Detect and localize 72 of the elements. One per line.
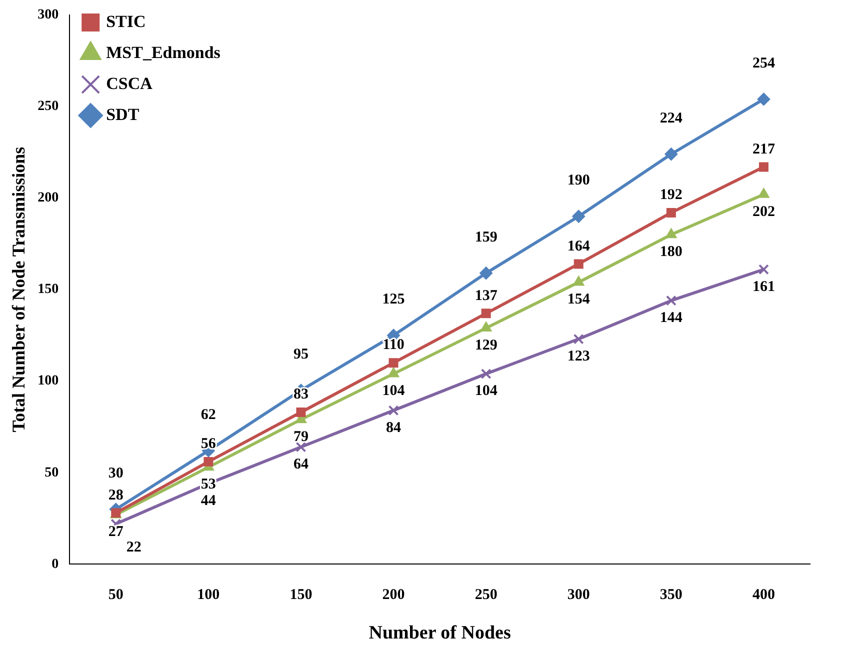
point xyxy=(481,308,491,318)
legend-label: STIC xyxy=(106,12,146,31)
point xyxy=(480,266,493,280)
x-tick-label: 250 xyxy=(474,587,498,604)
x-axis-title: Number of Nodes xyxy=(368,622,511,644)
data-label: 104 xyxy=(382,383,406,400)
legend-label: MST_Edmonds xyxy=(106,42,221,62)
data-label: 254 xyxy=(752,56,776,72)
x-tick-label: 150 xyxy=(290,587,312,604)
point xyxy=(758,188,770,198)
data-label: 137 xyxy=(474,288,498,304)
data-label: 202 xyxy=(752,204,775,220)
y-tick-label: 250 xyxy=(38,99,59,114)
point xyxy=(664,148,678,161)
point xyxy=(204,456,214,466)
data-label: 95 xyxy=(293,346,308,363)
point xyxy=(666,295,676,306)
y-tick-label: 50 xyxy=(44,465,59,480)
point xyxy=(574,259,584,269)
point xyxy=(757,92,770,106)
point xyxy=(388,405,399,416)
point xyxy=(480,322,492,332)
data-label: 27 xyxy=(108,524,124,540)
point xyxy=(572,210,586,223)
data-label: 64 xyxy=(293,456,309,472)
y-tick-label: 300 xyxy=(38,8,59,23)
point xyxy=(388,358,398,368)
data-label: 164 xyxy=(567,238,590,254)
y-tick-label: 150 xyxy=(38,282,59,298)
data-label: 190 xyxy=(567,172,590,189)
y-tick-label: 0 xyxy=(52,556,59,572)
data-label: 104 xyxy=(474,383,498,400)
data-label: 154 xyxy=(567,292,590,308)
data-label: 28 xyxy=(108,487,124,504)
point xyxy=(665,228,677,238)
point xyxy=(666,208,676,218)
x-tick-label: 400 xyxy=(752,587,775,604)
data-label: 217 xyxy=(752,141,776,158)
data-label: 192 xyxy=(660,187,682,204)
legend-label: CSCA xyxy=(106,74,154,93)
y-tick-label: 200 xyxy=(38,190,59,206)
data-label: 84 xyxy=(386,420,402,436)
data-label: 30 xyxy=(108,466,124,482)
data-label: 22 xyxy=(126,539,142,556)
data-label: 161 xyxy=(752,278,775,295)
point xyxy=(296,442,306,452)
data-label: 62 xyxy=(200,407,216,424)
point xyxy=(388,367,400,378)
y-axis-title: Total Number of Node Transmissions xyxy=(8,146,28,432)
data-label: 123 xyxy=(567,348,590,364)
data-label: 129 xyxy=(474,337,498,354)
data-label: 224 xyxy=(660,110,683,127)
data-label: 79 xyxy=(293,428,308,445)
point xyxy=(296,408,306,417)
point xyxy=(480,368,492,380)
point xyxy=(572,276,584,286)
data-label: 125 xyxy=(382,292,405,308)
y-tick-label: 100 xyxy=(38,374,59,389)
x-tick-label: 100 xyxy=(197,587,220,604)
point xyxy=(758,264,769,275)
data-label: 180 xyxy=(660,244,682,260)
data-label: 144 xyxy=(660,310,683,326)
x-tick-label: 50 xyxy=(108,587,124,604)
legend-label: SDT xyxy=(106,104,140,124)
x-tick-label: 200 xyxy=(382,587,405,604)
data-label: 44 xyxy=(200,493,216,510)
x-tick-label: 350 xyxy=(660,587,682,604)
data-label: 110 xyxy=(382,337,404,354)
point xyxy=(758,162,768,172)
x-tick-label: 300 xyxy=(567,587,590,604)
data-label: 159 xyxy=(474,230,498,246)
point xyxy=(573,334,584,344)
